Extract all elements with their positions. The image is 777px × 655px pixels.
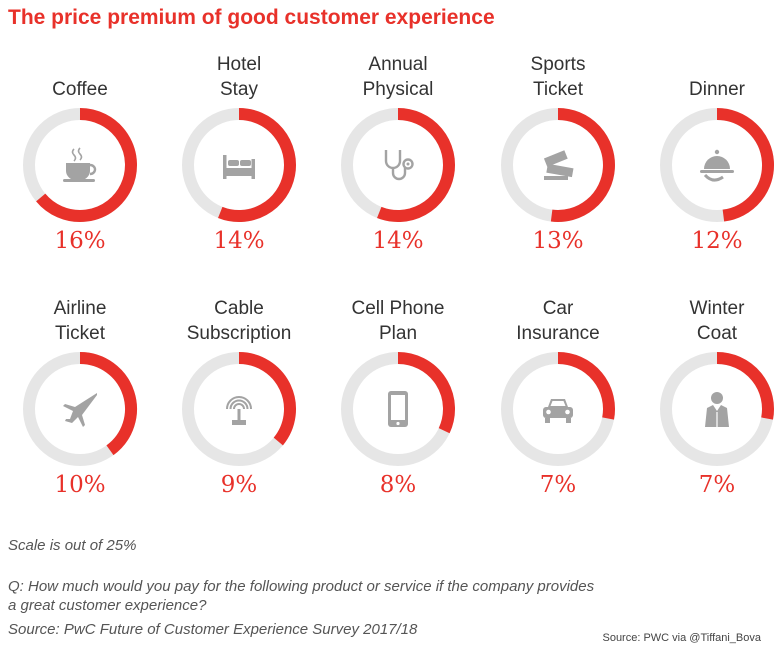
category-label: Plan (378, 323, 418, 344)
value-label: 14% (213, 228, 265, 254)
value-label: 9% (220, 472, 258, 498)
mobile-phone-icon (388, 391, 408, 427)
donut-ring (23, 108, 137, 222)
airplane-icon (63, 393, 97, 427)
ticket-icon (543, 150, 574, 180)
value-arc (238, 352, 296, 446)
category-label: Annual (368, 54, 428, 75)
category-label: Dinner (689, 79, 745, 100)
survey-question-line-2: a great customer experience? (8, 597, 207, 614)
value-arc (716, 352, 774, 420)
donut-ring (182, 108, 296, 222)
bed-icon (223, 155, 255, 179)
value-arc (397, 352, 455, 434)
chart-title: The price premium of good customer exper… (8, 6, 495, 29)
value-label: 14% (372, 228, 424, 254)
coffee-cup-icon (63, 147, 97, 182)
stethoscope-icon (384, 150, 414, 181)
value-label: 13% (532, 228, 584, 254)
category-label: Cell Phone (351, 298, 445, 319)
scale-note: Scale is out of 25% (8, 537, 137, 554)
value-arc (550, 108, 615, 222)
category-label: Ticket (55, 323, 105, 344)
value-arc (218, 108, 296, 222)
image-credit: Source: PWC via @Tiffani_Bova (602, 632, 761, 644)
donut-ring (501, 352, 615, 466)
donut-ring (341, 352, 455, 466)
category-label: Insurance (516, 323, 600, 344)
person-coat-icon (705, 392, 729, 427)
value-label: 10% (54, 472, 106, 498)
donut-ring (182, 352, 296, 466)
donut-ring (501, 108, 615, 222)
category-label: Stay (219, 79, 259, 100)
category-label: Sports (530, 54, 586, 75)
category-label: Cable (214, 298, 264, 319)
value-arc (557, 352, 615, 420)
category-label: Hotel (216, 54, 262, 75)
survey-source: Source: PwC Future of Customer Experienc… (8, 621, 418, 638)
category-label: Winter (689, 298, 745, 319)
value-arc (79, 352, 137, 456)
category-label: Physical (362, 79, 434, 100)
car-icon (543, 399, 573, 423)
category-label: Airline (53, 298, 107, 319)
donut-ring (660, 108, 774, 222)
value-arc (716, 108, 774, 222)
donut-ring (341, 108, 455, 222)
value-label: 7% (698, 472, 736, 498)
category-label: Coat (696, 323, 738, 344)
serving-cloche-icon (700, 149, 734, 182)
value-label: 8% (379, 472, 417, 498)
category-label: Subscription (186, 323, 292, 344)
survey-question-line-1: Q: How much would you pay for the follow… (8, 578, 595, 595)
antenna-signal-icon (226, 396, 252, 425)
donut-ring (23, 352, 137, 466)
category-label: Ticket (533, 79, 583, 100)
category-label: Coffee (52, 79, 108, 100)
value-label: 16% (54, 228, 106, 254)
value-label: 7% (539, 472, 577, 498)
donut-ring (660, 352, 774, 466)
value-arc (377, 108, 455, 222)
category-label: Car (542, 298, 574, 319)
value-arc (36, 108, 137, 222)
value-label: 12% (691, 228, 743, 254)
